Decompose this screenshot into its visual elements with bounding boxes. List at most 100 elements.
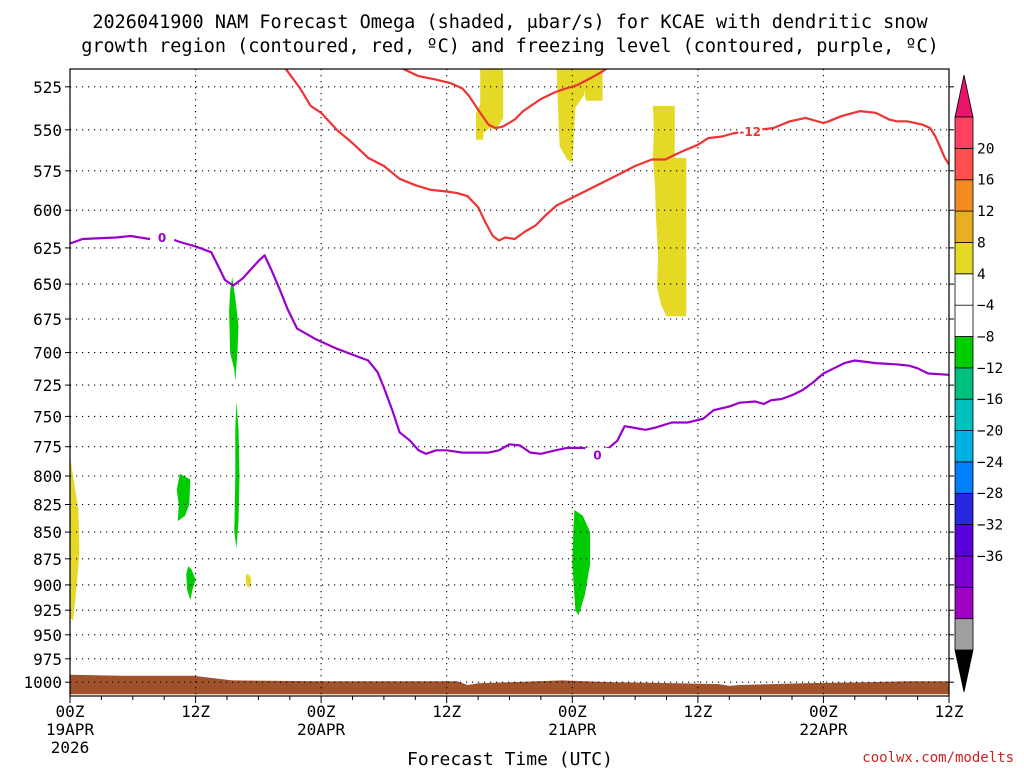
- y-tick-label-775: 775: [33, 438, 62, 457]
- chart-title-line-1: 2026041900 NAM Forecast Omega (shaded, μ…: [92, 12, 928, 33]
- colorbar-box-4: [954, 524, 974, 557]
- contour-label-1-0: -12: [739, 125, 761, 139]
- x-tick-label-6: 00Z: [809, 702, 838, 721]
- x-date-label-0: 19APR: [46, 720, 95, 739]
- colorbar-box-14: [954, 210, 974, 243]
- colorbar-label-3: 8: [977, 235, 986, 251]
- colorbar-box-5: [954, 492, 974, 526]
- colorbar-label-11: −28: [977, 486, 1003, 502]
- chart-title-line-2: growth region (contoured, red, ºC) and f…: [81, 36, 939, 57]
- colorbar-label-9: −20: [977, 424, 1003, 440]
- x-date-label-4: 21APR: [548, 720, 597, 739]
- y-tick-label-975: 975: [33, 650, 62, 669]
- y-tick-label-875: 875: [33, 550, 62, 569]
- omega-region-7: [234, 401, 240, 549]
- colorbar-box-1: [954, 618, 974, 651]
- colorbar-box-9: [954, 367, 974, 400]
- y-tick-label-950: 950: [33, 626, 62, 645]
- contour-label-bg: [585, 448, 610, 462]
- colorbar-label-4: 4: [977, 267, 986, 283]
- colorbar-label-5: −4: [977, 298, 995, 314]
- x-tick-label-3: 12Z: [432, 702, 461, 721]
- colorbar-label-8: −16: [977, 392, 1003, 408]
- colorbar-box-12: [954, 273, 974, 306]
- x-date-label-6: 22APR: [799, 720, 848, 739]
- omega-region-4: [583, 69, 603, 101]
- terrain-layer: [70, 674, 949, 695]
- contour-label-0-0: 0: [158, 231, 166, 245]
- colorbar-box-7: [954, 430, 974, 463]
- omega-region-0: [70, 456, 80, 621]
- y-tick-label-625: 625: [33, 239, 62, 258]
- colorbar-bottom-arrow: [954, 649, 974, 693]
- colorbar-label-13: −36: [977, 549, 1003, 565]
- omega-region-6: [229, 277, 239, 382]
- x-year-label-0: 2026: [51, 738, 90, 757]
- x-tick-label-4: 00Z: [558, 702, 587, 721]
- omega-shading-layer: [70, 69, 687, 621]
- y-tick-label-1000: 1000: [23, 673, 62, 692]
- omega-region-3: [556, 69, 592, 163]
- colorbar-top-arrow: [954, 74, 974, 118]
- colorbar-label-2: 12: [977, 204, 994, 220]
- colorbar-label-6: −8: [977, 330, 994, 346]
- y-tick-label-675: 675: [33, 310, 62, 329]
- y-tick-label-550: 550: [33, 121, 62, 140]
- x-tick-label-0: 00Z: [56, 702, 85, 721]
- y-tick-label-525: 525: [33, 78, 62, 97]
- colorbar-label-1: 16: [977, 173, 994, 189]
- x-axis-label: Forecast Time (UTC): [407, 749, 613, 768]
- x-tick-label-5: 12Z: [683, 702, 712, 721]
- y-tick-label-900: 900: [33, 576, 62, 595]
- omega-region-8: [176, 473, 191, 522]
- y-tick-label-850: 850: [33, 523, 62, 542]
- contour-label-0-1: 0: [593, 449, 601, 463]
- x-tick-label-1: 12Z: [181, 702, 210, 721]
- omega-region-9: [186, 566, 196, 601]
- colorbar: 20 16 12 8 4 −4 −8 −12 −16 −20 −24 −28 −32 −36: [954, 74, 1003, 693]
- omega-region-1: [245, 573, 251, 588]
- y-tick-label-825: 825: [33, 496, 62, 515]
- terrain-fill: [70, 674, 949, 695]
- contour-label-layer: 0 0 -12: [150, 124, 763, 463]
- colorbar-label-12: −32: [977, 518, 1003, 534]
- colorbar-box-10: [954, 336, 974, 369]
- contour-label-bg: [738, 124, 763, 139]
- contour-line-0-0: [70, 234, 949, 455]
- colorbar-box-16: [954, 147, 974, 181]
- x-tick-label-2: 00Z: [307, 702, 336, 721]
- x-date-label-2: 20APR: [297, 720, 346, 739]
- colorbar-box-3: [954, 555, 974, 588]
- y-tick-label-750: 750: [33, 407, 62, 426]
- colorbar-box-13: [954, 241, 974, 275]
- colorbar-label-10: −24: [977, 455, 1003, 471]
- x-tick-label-7: 12Z: [935, 702, 964, 721]
- contour-line-1-1: [400, 69, 609, 130]
- omega-region-10: [572, 510, 591, 616]
- colorbar-box-2: [954, 586, 974, 620]
- y-tick-label-725: 725: [33, 376, 62, 395]
- plot-frame: [69, 68, 950, 697]
- credit-text: coolwx.com/modelts: [862, 750, 1014, 766]
- colorbar-box-6: [954, 461, 974, 494]
- y-tick-label-700: 700: [33, 344, 62, 363]
- contour-line-1-0: [284, 69, 949, 242]
- grid-layer: [69, 69, 950, 700]
- plot-area: [70, 69, 949, 696]
- colorbar-box-15: [954, 179, 974, 212]
- y-tick-label-575: 575: [33, 162, 62, 181]
- colorbar-label-0: 20: [977, 141, 994, 157]
- colorbar-box-17: [954, 116, 974, 149]
- colorbar-label-7: −12: [977, 361, 1003, 377]
- colorbar-box-11: [954, 304, 974, 337]
- contour-layer: [70, 69, 949, 455]
- y-tick-label-600: 600: [33, 201, 62, 220]
- colorbar-box-8: [954, 398, 974, 432]
- y-axis-ticks: 525 550 575 600 625 650 675 700 725 750 775 800 825 8…: [23, 78, 954, 692]
- y-tick-label-650: 650: [33, 275, 62, 294]
- y-tick-label-800: 800: [33, 467, 62, 486]
- y-tick-label-925: 925: [33, 601, 62, 620]
- contour-label-bg: [150, 230, 175, 245]
